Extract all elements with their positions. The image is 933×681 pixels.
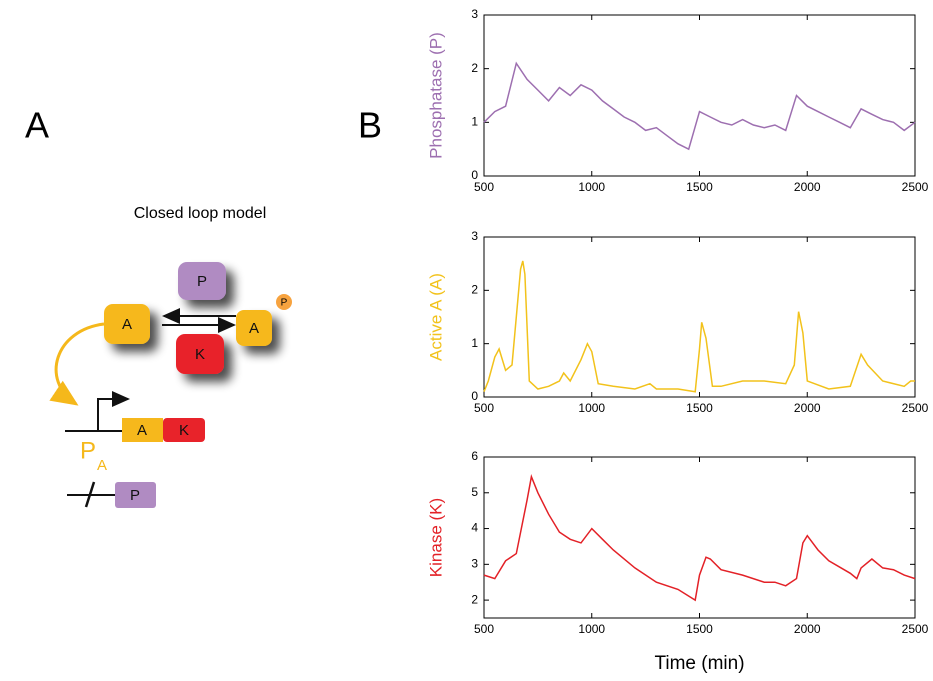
diagram-title: Closed loop model [134, 205, 267, 222]
x-tick-label: 500 [474, 180, 494, 194]
box-label: P [130, 487, 140, 504]
x-tick-label: 2500 [902, 401, 929, 415]
gene-a [122, 418, 163, 442]
y-tick-label: 0 [471, 389, 478, 403]
gene-k [163, 418, 205, 442]
y-tick-label: 0 [471, 168, 478, 182]
y-tick-label: 2 [471, 61, 478, 75]
y-axis-label: Phosphatase (P) [426, 32, 445, 159]
phospho-label: P [281, 298, 288, 309]
substrate-box [104, 304, 150, 344]
box-label: P [197, 273, 207, 290]
promoter-arrow [97, 391, 130, 431]
box-label: K [179, 422, 189, 439]
kinase-box [176, 334, 224, 374]
gene-p [115, 482, 156, 508]
data-line [483, 61, 916, 151]
y-axis-label: Kinase (K) [426, 498, 445, 577]
y-tick-label: 3 [471, 229, 478, 243]
y-tick-label: 5 [471, 485, 478, 499]
box-label: A [122, 316, 132, 333]
product-box [236, 310, 272, 346]
y-tick-label: 2 [471, 592, 478, 606]
promoter-mark [84, 481, 96, 508]
box-label: K [195, 346, 205, 363]
panel-label: A [25, 105, 49, 146]
y-tick-label: 6 [471, 449, 478, 463]
promoter-label: P [80, 437, 96, 464]
x-tick-label: 1000 [578, 622, 605, 636]
x-tick-label: 1000 [578, 401, 605, 415]
y-tick-label: 3 [471, 7, 478, 21]
box-label: A [249, 320, 259, 337]
plot-frame [483, 456, 916, 619]
x-axis-label: Time (min) [654, 653, 744, 674]
box-label: A [137, 422, 147, 439]
phosphatase-box [178, 262, 226, 300]
data-line [483, 474, 916, 602]
y-axis-label: Active A (A) [426, 273, 445, 361]
plot-frame [483, 14, 916, 177]
y-tick-label: 3 [471, 557, 478, 571]
data-line [483, 260, 915, 393]
phospho-circle [276, 294, 292, 310]
x-tick-label: 2000 [794, 401, 821, 415]
y-tick-label: 4 [471, 521, 478, 535]
x-tick-label: 500 [474, 622, 494, 636]
x-tick-label: 500 [474, 401, 494, 415]
x-tick-label: 1500 [686, 180, 713, 194]
x-tick-label: 1500 [686, 622, 713, 636]
y-tick-label: 2 [471, 283, 478, 297]
y-tick-label: 1 [471, 115, 478, 129]
x-tick-label: 2000 [794, 180, 821, 194]
feedback-arrow [49, 322, 105, 406]
x-tick-label: 1500 [686, 401, 713, 415]
x-tick-label: 1000 [578, 180, 605, 194]
y-tick-label: 1 [471, 336, 478, 350]
x-tick-label: 2000 [794, 622, 821, 636]
panel-label: B [358, 105, 382, 146]
promoter-subscript: A [97, 457, 107, 474]
x-tick-label: 2500 [902, 622, 929, 636]
plot-frame [483, 236, 916, 398]
x-tick-label: 2500 [902, 180, 929, 194]
